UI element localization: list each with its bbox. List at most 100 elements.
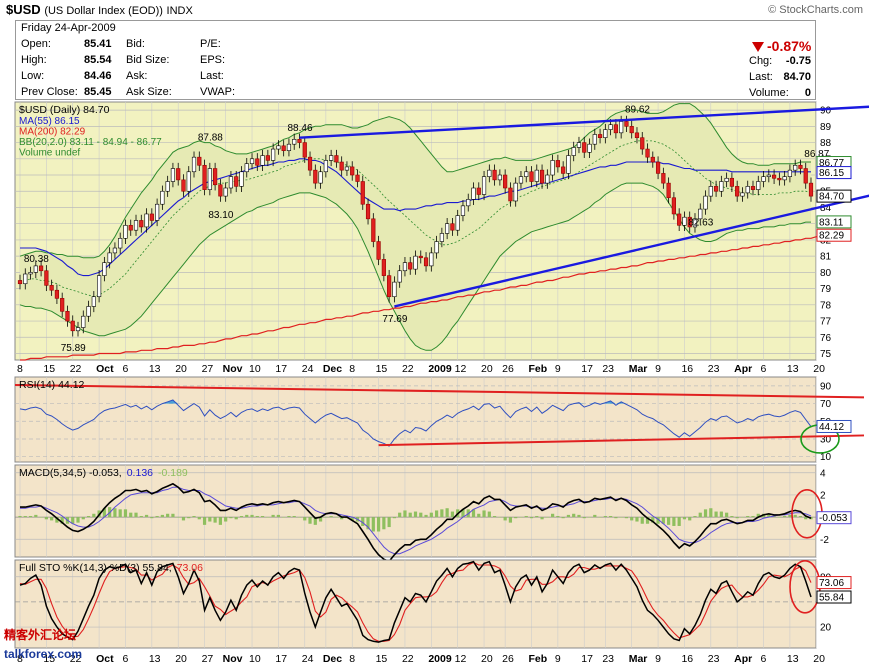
candle-body [518, 176, 524, 184]
macd-histogram-bar [250, 514, 254, 518]
trendline [394, 194, 869, 308]
candle-body [186, 171, 191, 192]
macd-histogram-bar [39, 517, 43, 518]
candle-body [460, 205, 466, 216]
sto-legend: Full STO %K(14,3) %D(3) 55.84, [19, 562, 172, 574]
price-last-label-box [816, 215, 852, 229]
candle-body [350, 166, 355, 176]
candle-body [286, 143, 292, 151]
macd-histogram-bar [150, 517, 154, 519]
x-tick-label: 15 [376, 653, 388, 665]
rsi-upper-trendline [14, 383, 865, 399]
value-high: 85.54 [84, 54, 112, 66]
candle-body [234, 176, 239, 187]
macd-histogram-bar [809, 517, 813, 520]
candle-body [17, 280, 23, 285]
index-name: (US Dollar Index (EOD)) [44, 5, 163, 17]
x-tick-label: 13 [149, 363, 161, 375]
candle-body [682, 216, 687, 226]
x-tick-label: 10 [249, 653, 261, 665]
candle-body [724, 177, 729, 182]
candle-body [756, 181, 761, 190]
x-tick-label: 8 [349, 363, 355, 375]
x-tick-label: Nov [223, 363, 243, 375]
macd-histogram-bar [434, 510, 439, 518]
macd-histogram-bar [171, 513, 175, 518]
label-volume: Volume: [749, 87, 789, 99]
x-tick-label: 23 [708, 653, 720, 665]
candle-body [740, 192, 745, 197]
x-tick-label: Mar [629, 653, 648, 665]
macd-histogram-bar [703, 509, 708, 518]
candle-body [181, 179, 186, 192]
macd-histogram-bar [81, 517, 85, 520]
x-tick-label: 9 [555, 363, 561, 375]
sto-last-label-box [816, 576, 852, 590]
macd-histogram-bar [598, 517, 602, 518]
macd-histogram-bar [86, 515, 91, 518]
value-chg: -0.75 [785, 55, 811, 67]
candle-body [450, 223, 455, 231]
rsi-panel [14, 376, 817, 463]
price-annotation: 89.62 [625, 104, 650, 115]
price-axis-tick-label: 90 [820, 106, 832, 117]
candle-body [176, 168, 181, 181]
macd-histogram-bar [324, 517, 328, 518]
candle-body [313, 169, 318, 184]
x-tick-label: 26 [502, 653, 514, 665]
candle-body [708, 186, 713, 197]
candle-body [798, 164, 803, 169]
price-last-label: 86.15 [819, 168, 844, 179]
macd-histogram-bar [777, 517, 781, 518]
x-tick-label: 17 [581, 653, 593, 665]
price-last-label-box [816, 166, 852, 180]
x-tick-label: 6 [761, 363, 767, 375]
brand-link[interactable]: © StockCharts.com [768, 4, 863, 16]
candle-body [561, 166, 566, 174]
macd-last-label: -0.053 [819, 513, 848, 524]
macd-histogram-bar [134, 512, 138, 518]
candle-body [492, 169, 497, 181]
candle-body [687, 216, 692, 228]
candle-body [197, 156, 202, 166]
candle-body [276, 145, 281, 150]
price-last-label: 83.11 [819, 217, 844, 228]
candle-body [381, 259, 386, 276]
candle-body [191, 156, 197, 173]
macd-histogram-bar [213, 517, 217, 523]
macd-histogram-bar [113, 508, 117, 518]
macd-histogram-bar [287, 515, 291, 518]
candle-body [202, 164, 207, 190]
macd-panel [14, 464, 817, 558]
candle-body [613, 124, 618, 134]
value-volume: 0 [804, 87, 811, 99]
macd-histogram-bar [382, 517, 386, 530]
candle-body [323, 160, 328, 173]
label-pe: P/E: [200, 38, 221, 50]
macd-histogram-bar [276, 514, 280, 518]
candle-body [318, 171, 323, 184]
macd-histogram-bar [508, 517, 513, 523]
candle-body [44, 270, 49, 286]
macd-last-label-box [816, 511, 852, 525]
candle-body [434, 241, 439, 254]
label-chg: Chg: [749, 55, 773, 67]
candle-body [476, 187, 481, 195]
macd-histogram-bar [129, 512, 133, 518]
macd-histogram-bar [340, 517, 344, 520]
candle-body [423, 257, 429, 267]
price-last-label-box [816, 189, 852, 203]
price-annotation: 77.69 [382, 314, 407, 325]
x-tick-label: 27 [202, 653, 214, 665]
candle-body [429, 252, 434, 267]
candle-body [719, 181, 724, 192]
price-annotation: 88.46 [287, 123, 312, 134]
macd-histogram-bar [593, 514, 597, 518]
macd-histogram-bar [730, 515, 734, 518]
candle-body [713, 186, 719, 192]
x-tick-label: 20 [813, 363, 825, 375]
candle-body [582, 142, 587, 153]
candle-body [160, 190, 165, 205]
macd-histogram-bar [440, 509, 444, 518]
macd-histogram-bar [408, 512, 412, 518]
